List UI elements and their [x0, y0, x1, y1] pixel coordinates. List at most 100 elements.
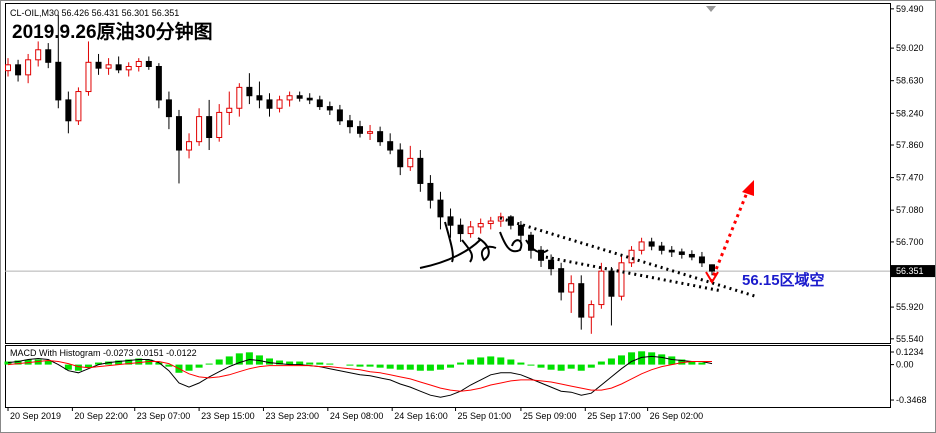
y-tick-label: 57.470 [896, 173, 924, 183]
histogram-bar [125, 359, 133, 365]
symbol-header: CL-OIL,M30 56.426 56.431 56.301 56.351 [10, 8, 179, 18]
histogram-bar [426, 364, 434, 371]
histogram-bar [95, 362, 103, 365]
histogram-bar [145, 359, 153, 365]
candle-body [216, 111, 223, 138]
histogram-bar [517, 362, 525, 365]
histogram-bar [24, 359, 32, 365]
candle-body [708, 264, 715, 272]
candle-body [236, 86, 243, 109]
y-tick-label: 58.240 [896, 108, 924, 118]
candle-body [246, 86, 253, 97]
macd-label: MACD With Histogram [10, 348, 101, 358]
histogram-bar [376, 364, 384, 368]
candle-body [668, 249, 675, 253]
histogram-bar [547, 364, 555, 370]
histogram-bar [366, 364, 374, 367]
candle-body [608, 270, 615, 297]
candle-body [548, 259, 555, 270]
x-tick-label: 23 Sep 07:00 [137, 411, 191, 421]
candle-body [437, 199, 444, 218]
macd-readout: -0.0273 [103, 348, 134, 358]
histogram-bar [155, 362, 163, 365]
candle-body [558, 268, 565, 293]
histogram-bar [185, 364, 193, 371]
candle-body [578, 283, 585, 318]
candle-body [296, 95, 303, 99]
x-tick-label: 25 Sep 01:00 [458, 411, 512, 421]
histogram-bar [84, 364, 92, 368]
candle-body [55, 61, 62, 101]
candle-body [175, 116, 182, 151]
histogram-bar [215, 359, 223, 365]
y-tick-label: 58.630 [896, 76, 924, 86]
histogram-bar [436, 364, 444, 370]
marks: 59.490 59.020 58.630 58.240 57.860 57.470 57.0… [4, 4, 935, 421]
histogram-bar [477, 357, 485, 365]
trend-line [539, 254, 723, 293]
histogram-bar [457, 362, 465, 365]
candle-body [698, 256, 705, 264]
candle-body [427, 182, 434, 201]
histogram-bar [527, 364, 535, 366]
macd-readout: 0.0151 [136, 348, 164, 358]
x-tick-label: 23 Sep 23:00 [265, 411, 319, 421]
histogram-bar [447, 364, 455, 368]
price-box [891, 265, 935, 278]
histogram-bar [467, 359, 475, 365]
histogram-bar [245, 352, 253, 365]
histogram-bar [165, 364, 173, 367]
candle-body [206, 116, 213, 138]
candle-body [467, 226, 474, 235]
histogram-bar [497, 357, 505, 365]
histogram-bar [668, 356, 676, 365]
x-tick-label: 24 Sep 08:00 [330, 411, 384, 421]
candle-body [276, 99, 283, 109]
histogram-bar [296, 361, 304, 365]
candle-body [447, 216, 454, 226]
histogram-bar [597, 361, 605, 365]
price-pane [5, 3, 891, 344]
candle-body [588, 304, 595, 318]
candle-body [95, 61, 102, 69]
chart-title: 2019.9.26原油30分钟图 [12, 20, 213, 43]
candle-body [658, 245, 665, 251]
histogram-bar [507, 359, 515, 365]
x-tick-label: 24 Sep 16:00 [394, 411, 448, 421]
histogram-bar [658, 354, 666, 365]
histogram-bar [235, 353, 243, 365]
candle-body [196, 116, 203, 143]
histogram-bar [678, 359, 686, 365]
y-tick-label: 55.920 [896, 302, 924, 312]
y-tick-label: 59.020 [896, 43, 924, 53]
candle-body [638, 241, 645, 251]
candle-body [35, 49, 42, 61]
candle-body [5, 64, 12, 72]
histogram-bar [567, 364, 575, 369]
symbol: CL-OIL,M30 [10, 8, 59, 18]
candle-body [85, 61, 92, 93]
candle-body [357, 126, 364, 134]
histogram-bar [638, 351, 646, 365]
candle-body [326, 106, 333, 111]
histogram-bar [205, 363, 213, 365]
candle-body [135, 60, 142, 67]
y-tick-label: 0.1234 [896, 347, 924, 357]
histogram-bar [698, 362, 706, 365]
histogram-bar [346, 364, 354, 366]
signature [419, 221, 549, 269]
x-tick-label: 26 Sep 02:00 [650, 411, 704, 421]
histogram-bar [74, 364, 82, 371]
candle-body [346, 120, 353, 128]
histogram-bar [115, 360, 123, 365]
candle-body [568, 283, 575, 293]
histogram-bar [44, 360, 52, 365]
y-tick-label: 59.490 [896, 4, 924, 14]
histogram-bar [225, 356, 233, 365]
histogram-bar [406, 364, 414, 370]
candle-body [25, 59, 32, 76]
arrow-head [742, 180, 754, 196]
candle-body [618, 262, 625, 297]
open: 56.426 [62, 8, 90, 18]
candle-body [115, 64, 122, 71]
